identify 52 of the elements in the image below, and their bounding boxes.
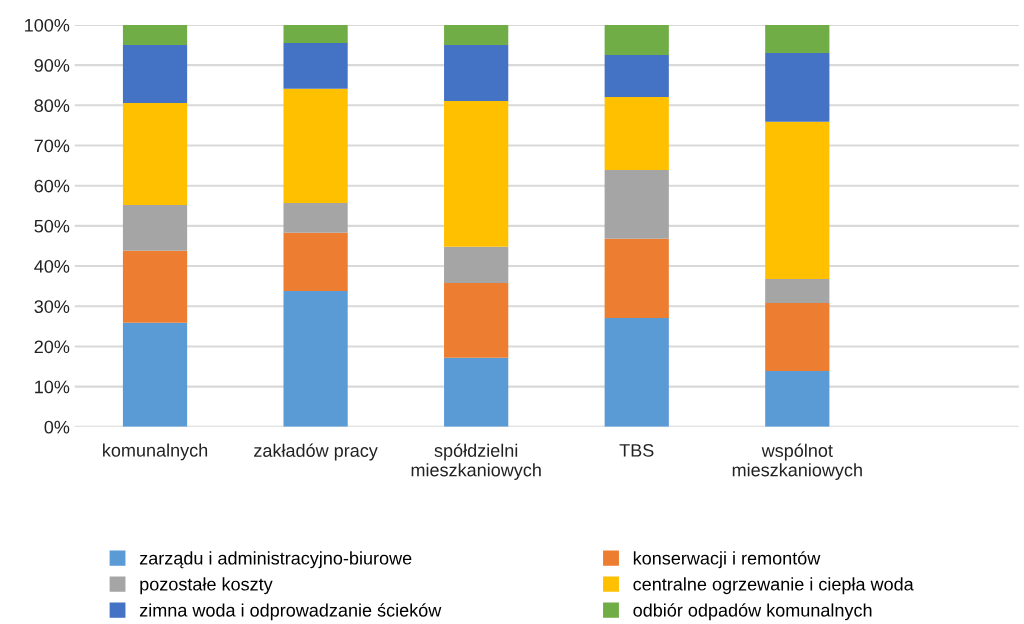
legend-label: centralne ogrzewanie i ciepła woda — [633, 577, 914, 595]
bar — [765, 303, 830, 371]
x-tick-label: zakładów pracy — [254, 443, 378, 461]
y-tick-label: 60% — [34, 179, 70, 193]
bar — [122, 102, 188, 205]
y-tick-label: 100% — [25, 18, 70, 32]
y-tick-label: 0% — [44, 420, 70, 434]
y-tick-label: 70% — [34, 139, 70, 153]
bar — [444, 357, 509, 427]
bar — [604, 96, 669, 171]
bar — [444, 24, 509, 46]
legend-label: odbiór odpadów komunalnych — [633, 603, 872, 621]
bar — [765, 278, 830, 304]
bar — [604, 238, 669, 318]
bar — [283, 290, 348, 427]
bar — [444, 246, 509, 283]
bar — [604, 55, 669, 97]
bar — [444, 100, 509, 247]
bar — [283, 43, 348, 89]
legend-label: pozostałe koszty — [140, 577, 273, 595]
bar — [122, 204, 188, 251]
bar — [604, 317, 669, 427]
y-tick-label: 90% — [34, 59, 70, 72]
bar — [604, 24, 669, 56]
bar — [765, 370, 830, 427]
bar — [283, 202, 348, 233]
bar — [765, 24, 830, 54]
legend-label: zarządu i administracyjno-biurowe — [139, 551, 412, 569]
legend-label: konserwacji i remontów — [633, 551, 821, 569]
legend-label: zimna woda i odprowadzanie ścieków — [139, 603, 442, 621]
y-tick-label: 80% — [34, 99, 70, 113]
bar — [122, 24, 188, 46]
bar — [444, 282, 509, 358]
bar — [122, 322, 188, 427]
bar — [122, 45, 188, 103]
y-tick-label: 10% — [35, 380, 70, 394]
bar — [765, 121, 830, 279]
y-tick-label: 20% — [34, 340, 70, 354]
bar — [283, 232, 348, 291]
x-tick-label: TBS — [619, 443, 654, 457]
y-tick-label: 50% — [34, 219, 70, 233]
bar — [283, 88, 348, 203]
x-tick-label: wspólnot mieszkaniowych — [732, 443, 862, 480]
x-tick-label: komunalnych — [103, 443, 208, 461]
bar — [283, 24, 348, 44]
bar — [444, 45, 509, 101]
y-tick-label: 40% — [34, 260, 70, 273]
y-tick-label: 30% — [34, 300, 70, 313]
bar — [122, 250, 188, 323]
bar — [604, 170, 669, 239]
bar — [765, 53, 830, 122]
x-tick-label: spółdzielni mieszkaniowych — [411, 443, 541, 480]
